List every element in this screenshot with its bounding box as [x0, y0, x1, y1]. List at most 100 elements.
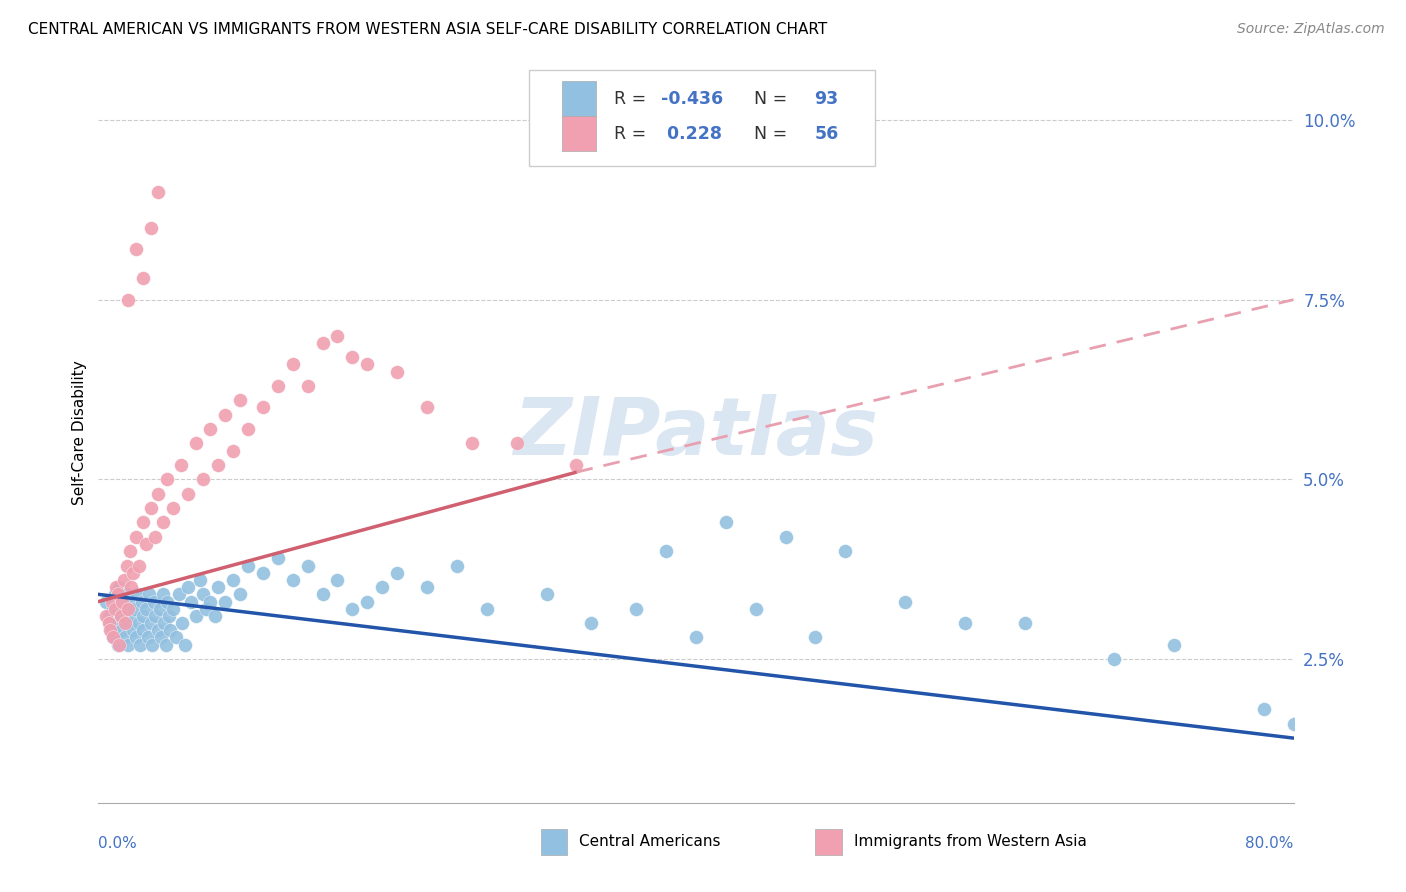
Point — [156, 594, 179, 608]
Point — [149, 601, 172, 615]
Point — [132, 271, 155, 285]
Point — [167, 587, 190, 601]
Point — [356, 357, 378, 371]
Point — [204, 608, 226, 623]
Point — [214, 594, 236, 608]
Point — [111, 594, 134, 608]
Point — [101, 594, 124, 608]
Point — [94, 594, 117, 608]
Point — [214, 408, 236, 422]
Text: N =: N = — [742, 125, 793, 143]
Point — [207, 580, 229, 594]
Point — [104, 601, 127, 615]
Point — [125, 631, 148, 645]
Point — [117, 616, 139, 631]
Point — [281, 357, 304, 371]
FancyBboxPatch shape — [541, 829, 567, 855]
Point — [94, 608, 117, 623]
Point — [135, 601, 157, 615]
Point — [180, 594, 202, 608]
Point — [152, 587, 174, 601]
Point — [110, 608, 132, 623]
Point — [132, 516, 155, 530]
Point — [120, 608, 142, 623]
Point — [128, 558, 150, 573]
Point — [1014, 616, 1036, 631]
FancyBboxPatch shape — [562, 81, 596, 117]
Point — [581, 616, 603, 631]
Point — [326, 573, 349, 587]
Point — [177, 580, 200, 594]
Point — [155, 638, 177, 652]
Point — [165, 631, 187, 645]
Point — [148, 624, 170, 638]
Text: -0.436: -0.436 — [661, 90, 724, 108]
Point — [127, 587, 149, 601]
Point — [159, 624, 181, 638]
Point — [236, 422, 259, 436]
Point — [184, 436, 207, 450]
Point — [207, 458, 229, 472]
Point — [125, 530, 148, 544]
Point — [115, 558, 138, 573]
Point — [775, 530, 797, 544]
Point — [229, 393, 252, 408]
Point — [135, 537, 157, 551]
Point — [834, 544, 856, 558]
Point — [342, 350, 364, 364]
Point — [281, 573, 304, 587]
Point — [141, 638, 163, 652]
Point — [169, 458, 191, 472]
Point — [191, 587, 214, 601]
FancyBboxPatch shape — [562, 116, 596, 152]
Point — [191, 472, 214, 486]
Point — [685, 631, 707, 645]
Point — [103, 631, 125, 645]
Point — [117, 638, 139, 652]
Point — [356, 594, 378, 608]
Point — [121, 566, 143, 580]
Text: CENTRAL AMERICAN VS IMMIGRANTS FROM WESTERN ASIA SELF-CARE DISABILITY CORRELATIO: CENTRAL AMERICAN VS IMMIGRANTS FROM WEST… — [28, 22, 827, 37]
Point — [162, 501, 184, 516]
Point — [188, 573, 211, 587]
Point — [184, 608, 207, 623]
Point — [297, 558, 319, 573]
Point — [475, 601, 498, 615]
Point — [105, 580, 128, 594]
Point — [1104, 652, 1126, 666]
Text: Immigrants from Western Asia: Immigrants from Western Asia — [853, 834, 1087, 849]
Point — [385, 365, 409, 379]
Point — [97, 616, 120, 631]
Point — [138, 587, 160, 601]
Point — [139, 220, 162, 235]
Point — [112, 601, 135, 615]
Point — [416, 401, 439, 415]
Point — [142, 594, 165, 608]
Point — [222, 443, 245, 458]
FancyBboxPatch shape — [529, 70, 876, 166]
Point — [162, 601, 184, 615]
Point — [136, 631, 159, 645]
FancyBboxPatch shape — [815, 829, 842, 855]
Point — [200, 422, 222, 436]
Point — [108, 580, 131, 594]
Text: ZIPatlas: ZIPatlas — [513, 393, 879, 472]
Point — [143, 608, 166, 623]
Point — [195, 601, 218, 615]
Point — [297, 379, 319, 393]
Point — [115, 587, 138, 601]
Point — [200, 594, 222, 608]
Point — [565, 458, 588, 472]
Point — [655, 544, 678, 558]
Point — [128, 616, 150, 631]
Text: Central Americans: Central Americans — [579, 834, 720, 849]
Point — [1253, 702, 1275, 716]
Point — [229, 587, 252, 601]
Point — [252, 401, 274, 415]
Point — [157, 608, 180, 623]
Point — [101, 624, 124, 638]
Point — [222, 573, 245, 587]
Point — [98, 624, 122, 638]
Point — [174, 638, 197, 652]
Point — [156, 472, 179, 486]
